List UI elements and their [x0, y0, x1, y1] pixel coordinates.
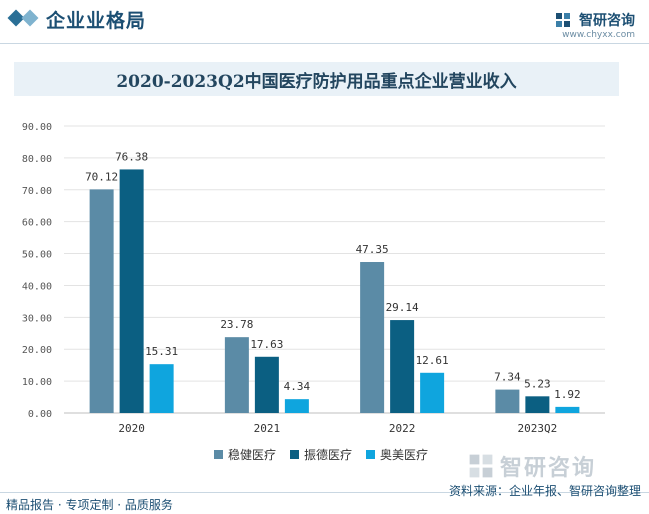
legend-item-series-1: 稳健医疗 — [214, 446, 276, 463]
data-label: 76.38 — [115, 150, 148, 163]
y-tick-label: 20.00 — [22, 345, 52, 356]
data-label: 47.35 — [356, 243, 389, 256]
legend-item-series-2: 振德医疗 — [290, 446, 352, 463]
header-divider — [0, 43, 649, 44]
bar — [149, 364, 174, 413]
bar — [495, 389, 520, 413]
y-tick-label: 30.00 — [22, 313, 52, 324]
brand-name: 智研咨询 — [579, 12, 635, 29]
bar — [284, 399, 309, 413]
legend-swatch — [366, 450, 376, 459]
brand-url: www.chyxx.com — [562, 30, 635, 40]
data-label: 12.61 — [416, 354, 449, 367]
y-tick-label: 60.00 — [22, 218, 52, 229]
watermark-brand: 智研咨询 — [468, 450, 596, 482]
data-source: 资料来源：企业年报、智研咨询整理 — [448, 484, 641, 498]
x-tick-label: 2023Q2 — [518, 422, 558, 435]
watermark-brand-name: 智研咨询 — [500, 456, 597, 481]
bar — [420, 372, 445, 413]
y-tick-label: 40.00 — [22, 281, 52, 292]
data-label: 4.34 — [284, 380, 311, 393]
chart-title-box: 2020-2023Q2中国医疗防护用品重点企业营业收入 — [14, 62, 619, 96]
bar — [224, 337, 249, 413]
data-label: 23.78 — [220, 318, 253, 331]
legend-swatch — [290, 450, 300, 459]
brand-logo-block: 智研咨询 www.chyxx.com — [555, 9, 635, 40]
brand-logo-icon — [555, 12, 570, 27]
watermark-logo-icon — [469, 454, 493, 478]
bar — [360, 262, 385, 413]
data-label: 15.31 — [145, 345, 178, 358]
section-title: 企业业格局 — [46, 10, 147, 32]
data-label: 1.92 — [554, 388, 581, 401]
data-label: 70.12 — [85, 170, 118, 183]
legend-label: 奥美医疗 — [380, 448, 429, 462]
legend-label: 稳健医疗 — [228, 448, 277, 462]
y-tick-label: 0.00 — [28, 409, 52, 420]
page-footer: 精品报告 · 专项定制 · 品质服务 资料来源：企业年报、智研咨询整理 — [0, 484, 649, 514]
chart-title: 2020-2023Q2中国医疗防护用品重点企业营业收入 — [116, 71, 517, 92]
legend-label: 振德医疗 — [304, 448, 353, 462]
bar — [254, 356, 279, 413]
y-tick-label: 70.00 — [22, 186, 52, 197]
page-header: 企业业格局 智研咨询 www.chyxx.com — [0, 0, 649, 46]
data-label: 29.14 — [386, 301, 419, 314]
footer-slogan: 精品报告 · 专项定制 · 品质服务 — [6, 498, 173, 512]
y-tick-label: 50.00 — [22, 250, 52, 261]
data-label: 7.34 — [494, 371, 521, 384]
y-tick-label: 90.00 — [22, 122, 52, 133]
x-tick-label: 2021 — [254, 422, 281, 435]
bar — [89, 189, 114, 413]
bar — [555, 406, 580, 413]
footer-divider — [0, 492, 649, 493]
data-label: 17.63 — [250, 338, 283, 351]
x-tick-label: 2020 — [118, 422, 145, 435]
x-tick-label: 2022 — [389, 422, 416, 435]
bar — [525, 396, 550, 413]
legend-item-series-3: 奥美医疗 — [366, 446, 428, 463]
bar — [119, 169, 144, 413]
legend-swatch — [214, 450, 223, 459]
bar — [390, 320, 415, 413]
chart-legend: 稳健医疗 振德医疗 奥美医疗 — [214, 446, 428, 463]
data-label: 5.23 — [524, 377, 551, 390]
y-tick-label: 80.00 — [22, 154, 52, 165]
y-tick-label: 10.00 — [22, 377, 52, 388]
